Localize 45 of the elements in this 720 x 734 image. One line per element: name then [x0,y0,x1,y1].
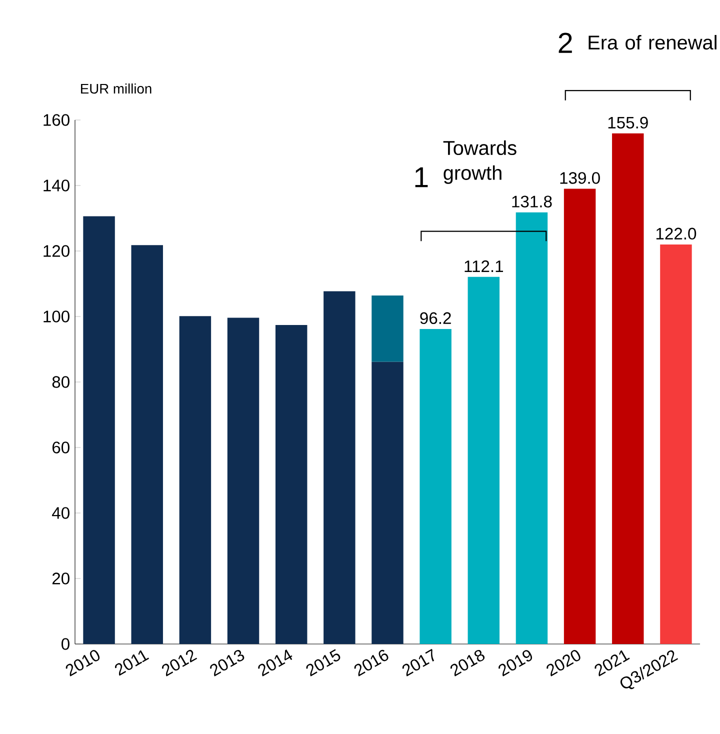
bar [468,276,500,644]
x-tick-label: 2020 [546,650,580,676]
data-label: 122.0 [656,228,696,240]
x-tick-label: 2018 [450,650,485,676]
x-tick-label: 2017 [402,648,434,676]
bar [372,296,404,362]
bar [324,291,356,644]
text: 2 [558,32,572,53]
data-label: 112.1 [464,260,503,272]
x-tick-label: 2012 [162,650,198,676]
bar [564,188,596,644]
bar [83,216,115,644]
y-tick-label: 160 [44,114,70,126]
y-tick-label: 140 [44,180,70,192]
x-tick-label: 2016 [354,650,388,676]
text: Era of renewal [588,34,716,50]
x-tick-label: 2015 [306,649,340,676]
bar [131,245,163,644]
bar [612,133,644,644]
y-tick-label: 60 [52,442,70,454]
x-tick-label: 2013 [210,650,244,676]
bar [275,325,308,644]
data-label: 131.8 [512,196,552,208]
annotation: 1 [415,167,428,188]
x-tick-label: 2011 [115,650,150,676]
data-label: 155.9 [608,116,648,129]
bar [660,244,692,644]
y-axis-title: EUR million [81,83,152,94]
y-tick-label: 120 [44,245,70,257]
bar [227,318,260,644]
y-tick-label: 20 [52,572,70,584]
bar [516,212,548,644]
x-tick-label: 2019 [498,650,532,676]
bar [179,316,212,644]
y-tick-label: 100 [44,310,70,322]
y-tick-label: 40 [52,507,70,519]
y-tick-label: 80 [52,376,70,388]
annotation: Towards growth [443,140,516,184]
bar [372,362,404,644]
x-tick-label: 2010 [66,650,100,676]
y-tick-label: 0 [62,638,70,650]
x-tick-label: 2014 [258,649,292,676]
data-label: 96.2 [420,312,451,324]
data-label: 139.0 [560,172,600,184]
bar [420,328,452,644]
